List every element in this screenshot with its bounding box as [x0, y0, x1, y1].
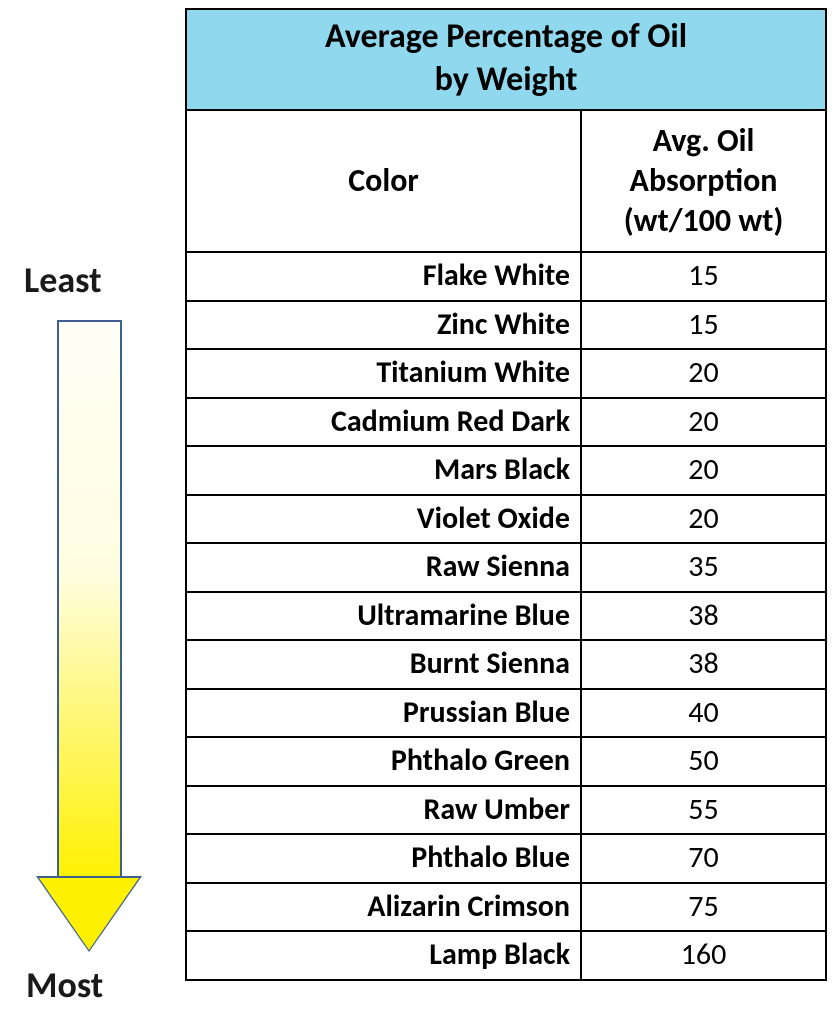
table-row: Phthalo Green50: [186, 737, 826, 786]
abs-header-line3: (wt/100 wt): [624, 201, 784, 240]
table-row: Titanium White20: [186, 349, 826, 398]
least-label: Least: [24, 258, 102, 302]
color-name-cell: Zinc White: [186, 301, 581, 350]
table-row: Burnt Sienna38: [186, 640, 826, 689]
table-column: Average Percentage of Oil by Weight Colo…: [185, 8, 827, 981]
color-name-cell: Raw Sienna: [186, 543, 581, 592]
absorption-value-cell: 15: [581, 252, 826, 301]
color-name-cell: Phthalo Green: [186, 737, 581, 786]
absorption-value-cell: 35: [581, 543, 826, 592]
abs-header-line2: Absorption: [630, 161, 778, 200]
color-name-cell: Burnt Sienna: [186, 640, 581, 689]
table-title: Average Percentage of Oil by Weight: [186, 9, 826, 110]
absorption-value-cell: 70: [581, 834, 826, 883]
table-row: Violet Oxide20: [186, 495, 826, 544]
table-title-line2: by Weight: [435, 59, 578, 100]
absorption-value-cell: 38: [581, 592, 826, 641]
table-row: Alizarin Crimson75: [186, 883, 826, 932]
color-name-cell: Flake White: [186, 252, 581, 301]
table-row: Raw Sienna35: [186, 543, 826, 592]
absorption-value-cell: 160: [581, 931, 826, 980]
abs-header-line1: Avg. Oil: [653, 121, 755, 160]
table-row: Raw Umber55: [186, 786, 826, 835]
color-name-cell: Violet Oxide: [186, 495, 581, 544]
table-row: Mars Black20: [186, 446, 826, 495]
color-name-cell: Cadmium Red Dark: [186, 398, 581, 447]
column-header-color: Color: [186, 110, 581, 252]
absorption-value-cell: 40: [581, 689, 826, 738]
column-header-absorption: Avg. Oil Absorption (wt/100 wt): [581, 110, 826, 252]
most-label: Most: [26, 963, 103, 1007]
absorption-value-cell: 75: [581, 883, 826, 932]
table-title-line1: Average Percentage of Oil: [325, 16, 687, 57]
absorption-value-cell: 20: [581, 495, 826, 544]
absorption-value-cell: 55: [581, 786, 826, 835]
absorption-value-cell: 20: [581, 446, 826, 495]
color-name-cell: Mars Black: [186, 446, 581, 495]
color-name-cell: Prussian Blue: [186, 689, 581, 738]
table-row: Zinc White15: [186, 301, 826, 350]
table-row: Cadmium Red Dark20: [186, 398, 826, 447]
table-row: Prussian Blue40: [186, 689, 826, 738]
color-name-cell: Lamp Black: [186, 931, 581, 980]
absorption-value-cell: 15: [581, 301, 826, 350]
absorption-value-cell: 20: [581, 349, 826, 398]
table-row: Ultramarine Blue38: [186, 592, 826, 641]
color-name-cell: Titanium White: [186, 349, 581, 398]
color-name-cell: Ultramarine Blue: [186, 592, 581, 641]
absorption-value-cell: 50: [581, 737, 826, 786]
table-body: Flake White15Zinc White15Titanium White2…: [186, 252, 826, 980]
legend-column: Least Most: [0, 8, 185, 981]
table-row: Flake White15: [186, 252, 826, 301]
down-arrow-icon: [42, 320, 137, 948]
table-row: Lamp Black160: [186, 931, 826, 980]
absorption-value-cell: 38: [581, 640, 826, 689]
oil-absorption-table: Average Percentage of Oil by Weight Colo…: [185, 8, 827, 981]
table-row: Phthalo Blue70: [186, 834, 826, 883]
color-name-cell: Raw Umber: [186, 786, 581, 835]
color-name-cell: Phthalo Blue: [186, 834, 581, 883]
page-container: Least Most Average Percentage of Oil by …: [0, 8, 834, 981]
color-name-cell: Alizarin Crimson: [186, 883, 581, 932]
absorption-value-cell: 20: [581, 398, 826, 447]
